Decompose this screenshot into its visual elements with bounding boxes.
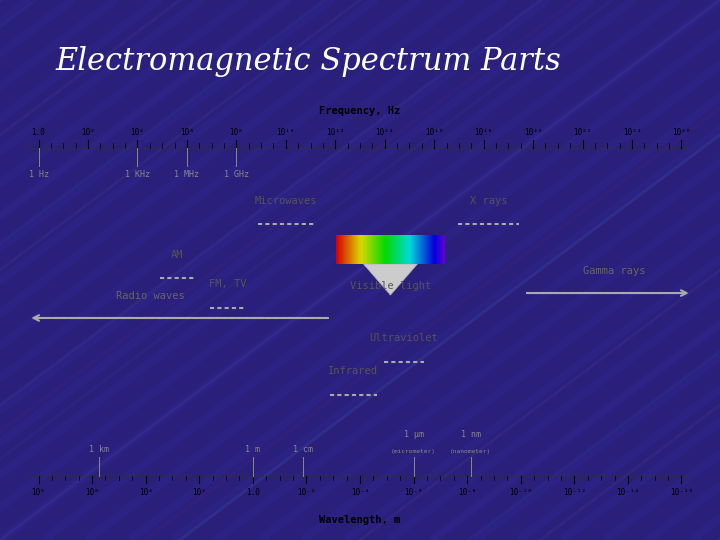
Text: 10²: 10² bbox=[192, 488, 206, 497]
Text: 1 KHz: 1 KHz bbox=[125, 171, 150, 179]
Text: 10⁻⁴: 10⁻⁴ bbox=[351, 488, 369, 497]
Text: 10¹⁶: 10¹⁶ bbox=[425, 128, 444, 137]
Text: 10⁻¹⁰: 10⁻¹⁰ bbox=[509, 488, 532, 497]
Text: 1 m: 1 m bbox=[246, 446, 261, 454]
Text: Microwaves: Microwaves bbox=[254, 195, 317, 206]
Text: AM: AM bbox=[171, 250, 184, 260]
Text: 1.0: 1.0 bbox=[32, 128, 45, 137]
Text: 1.0: 1.0 bbox=[246, 488, 260, 497]
Text: Frequency, Hz: Frequency, Hz bbox=[320, 106, 400, 116]
Text: Visible light: Visible light bbox=[350, 281, 431, 291]
Text: X rays: X rays bbox=[470, 195, 508, 206]
Text: Infrared: Infrared bbox=[328, 366, 378, 376]
Polygon shape bbox=[364, 264, 418, 295]
Text: Radio waves: Radio waves bbox=[116, 292, 184, 301]
Text: 10⁻¹²: 10⁻¹² bbox=[563, 488, 586, 497]
Text: 10²⁰: 10²⁰ bbox=[524, 128, 542, 137]
Text: 10⁻¹⁴: 10⁻¹⁴ bbox=[616, 488, 639, 497]
Text: 1 Hz: 1 Hz bbox=[29, 171, 48, 179]
Text: 10⁻⁶: 10⁻⁶ bbox=[405, 488, 423, 497]
Text: 10⁸: 10⁸ bbox=[230, 128, 243, 137]
Text: 10²⁴: 10²⁴ bbox=[623, 128, 642, 137]
Text: 10⁴: 10⁴ bbox=[139, 488, 153, 497]
Text: 10²⁶: 10²⁶ bbox=[672, 128, 690, 137]
Text: Wavelength, m: Wavelength, m bbox=[320, 516, 400, 525]
Text: 10⁻¹⁶: 10⁻¹⁶ bbox=[670, 488, 693, 497]
Text: 10⁸: 10⁸ bbox=[32, 488, 45, 497]
Text: 10²: 10² bbox=[81, 128, 95, 137]
Text: Ultraviolet: Ultraviolet bbox=[369, 333, 438, 343]
Text: 10²²: 10²² bbox=[573, 128, 592, 137]
Text: 1 GHz: 1 GHz bbox=[224, 171, 249, 179]
Text: 10⁻⁸: 10⁻⁸ bbox=[458, 488, 477, 497]
Text: 1 μm: 1 μm bbox=[404, 429, 423, 438]
Text: 10¹²: 10¹² bbox=[326, 128, 345, 137]
Text: Gamma rays: Gamma rays bbox=[582, 266, 645, 276]
Text: 1 cm: 1 cm bbox=[293, 446, 313, 454]
Text: 10⁶: 10⁶ bbox=[85, 488, 99, 497]
Text: (micrometer): (micrometer) bbox=[391, 449, 436, 454]
Text: Electromagnetic Spectrum Parts: Electromagnetic Spectrum Parts bbox=[56, 46, 562, 77]
Text: 10⁻²: 10⁻² bbox=[297, 488, 315, 497]
Text: FM, TV: FM, TV bbox=[210, 279, 247, 289]
Text: (nanometer): (nanometer) bbox=[450, 449, 491, 454]
Text: 10¹⁸: 10¹⁸ bbox=[474, 128, 493, 137]
Text: 1 km: 1 km bbox=[89, 446, 109, 454]
Text: 10⁶: 10⁶ bbox=[180, 128, 194, 137]
Text: 1 nm: 1 nm bbox=[461, 429, 480, 438]
Text: 10¹⁰: 10¹⁰ bbox=[276, 128, 295, 137]
Text: 1 MHz: 1 MHz bbox=[174, 171, 199, 179]
Text: 10⁴: 10⁴ bbox=[130, 128, 145, 137]
Text: 10¹⁴: 10¹⁴ bbox=[375, 128, 394, 137]
